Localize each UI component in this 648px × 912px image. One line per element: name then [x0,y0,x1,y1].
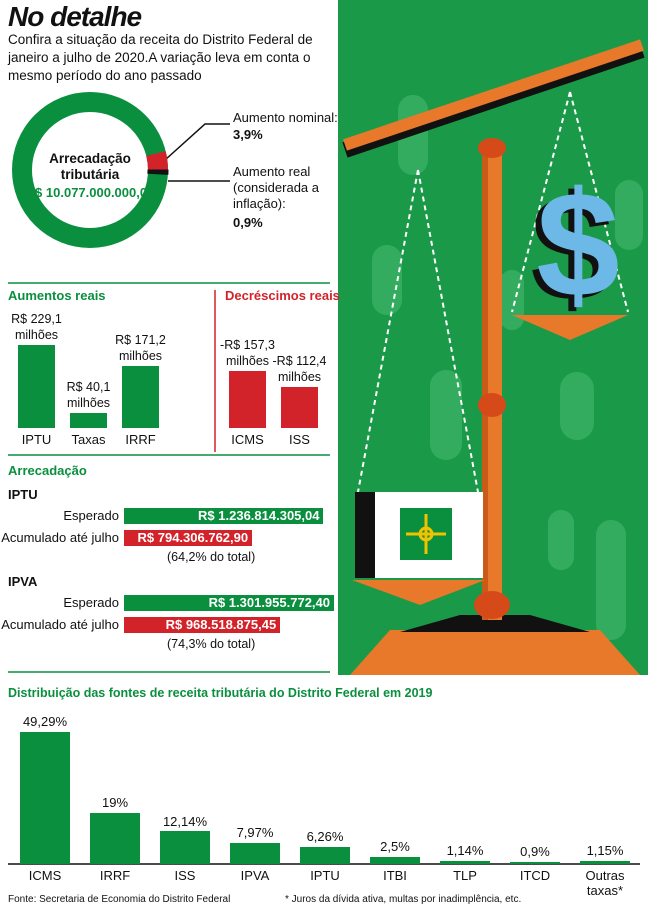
bar [122,366,159,428]
category-label: TLP [453,868,477,883]
value-label: R$ 171,2 milhões [115,333,166,364]
donut-total: R$ 10.077.000.000,00 [25,185,155,200]
donut-slice [146,151,168,170]
value-label: 2,5% [380,839,410,855]
bar [70,413,107,428]
value-label: 6,26% [306,829,344,845]
category-label: IPVA [240,868,270,883]
category-label: Outras taxas* [585,868,625,898]
donut-slice [147,169,169,175]
category-label: ISS [174,868,196,883]
value-label: R$ 968.518.875,45 [165,617,277,632]
value-label: R$ 794.306.762,90 [137,530,249,545]
value-label: -R$ 112,4 milhões [272,354,327,385]
row-label: Acumulado até julho [1,530,119,545]
bar [370,857,420,864]
bar [281,387,318,428]
footnote: * Juros da dívida ativa, multas por inad… [285,894,522,905]
bar [510,861,560,864]
title: No detalhe [8,1,142,32]
value-label: 1,15% [586,842,624,858]
category-label: IPTU [21,432,52,447]
scale-illustration: $ $ [338,0,648,675]
bar [90,813,140,864]
dividers [8,282,640,865]
bar [18,345,55,428]
donut-title: Arrecadação tributária [49,151,131,182]
value-label: R$ 1.301.955.772,40 [208,595,330,610]
category-label: ICMS [231,432,264,447]
value-label: 19% [101,795,129,811]
value-label: R$ 1.236.814.305,04 [198,508,320,523]
category-label: ISS [289,432,310,447]
bar [580,860,630,864]
bar [124,617,281,633]
group-title: IPTU [8,487,38,502]
bar [440,860,490,864]
bar [20,732,70,864]
bar [124,530,253,546]
svg-text:$: $ [536,160,619,328]
chart-title: Decréscimos reais [225,288,340,303]
category-label: ITBI [383,868,407,883]
source: Fonte: Secretaria de Economia do Distrit… [8,894,231,905]
value-label: 12,14% [162,813,208,829]
group-title: IPVA [8,574,38,589]
bar [230,842,280,864]
value-label: R$ 40,1 milhões [66,380,111,411]
bar [229,371,266,428]
category-label: IPTU [310,868,340,883]
value-label: 7,97% [236,824,274,840]
bar [124,595,334,611]
note: (64,2% do total) [167,550,256,564]
bar [160,831,210,864]
annotation-value: 3,9% [233,127,263,142]
value-label: -R$ 157,3 milhões [220,338,275,369]
chart-title: Arrecadação [8,463,87,478]
bar [300,847,350,864]
category-label: Taxas [71,432,106,447]
value-label: R$ 229,1 milhões [11,312,62,343]
subtitle: Confira a situação da receita do Distrit… [8,32,313,83]
row-label: Esperado [63,508,119,523]
value-label: 1,14% [446,842,484,858]
category-label: ITCD [519,868,551,883]
chart-title: Distribuição das fontes de receita tribu… [8,686,433,700]
leader-line [164,123,230,161]
row-label: Esperado [63,595,119,610]
annotation-label: Aumento nominal: [233,110,338,125]
category-label: IRRF [99,868,131,883]
value-label: 49,29% [22,714,68,730]
note: (74,3% do total) [167,637,256,651]
category-label: IRRF [125,432,156,447]
row-label: Acumulado até julho [1,617,119,632]
annotation-value: 0,9% [233,215,263,230]
chart-title: Aumentos reais [8,288,106,303]
value-label: 0,9% [520,843,550,859]
annotation-label: Aumento real (considerada a inflação): [233,164,319,211]
bar [124,508,324,524]
category-label: ICMS [28,868,62,883]
svg-text:$: $ [530,164,613,332]
